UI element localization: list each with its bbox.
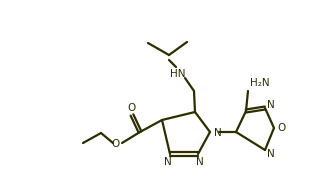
Text: O: O	[278, 123, 286, 133]
Text: N: N	[267, 149, 275, 159]
Text: O: O	[127, 103, 135, 113]
Text: N: N	[267, 100, 275, 110]
Text: N: N	[196, 157, 204, 167]
Text: H₂N: H₂N	[250, 78, 270, 88]
Text: HN: HN	[170, 69, 186, 79]
Text: O: O	[111, 139, 119, 149]
Text: N: N	[164, 157, 172, 167]
Text: N: N	[214, 128, 222, 138]
